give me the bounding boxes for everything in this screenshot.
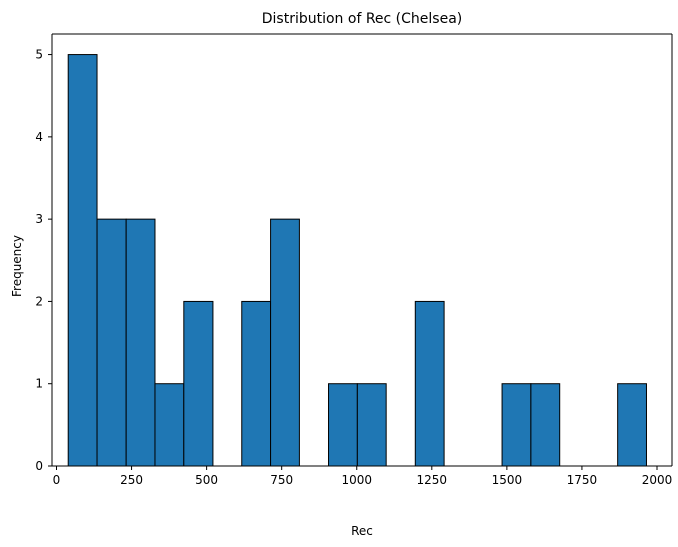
- chart-title: Distribution of Rec (Chelsea): [262, 11, 463, 27]
- y-tick-label: 1: [35, 377, 43, 391]
- bars-group: [67, 54, 647, 467]
- histogram-bar: [501, 383, 532, 467]
- histogram-bar: [183, 300, 214, 467]
- histogram-bar: [270, 218, 300, 467]
- plot-area: [52, 34, 672, 467]
- histogram-bar: [125, 218, 156, 467]
- x-tick-label: 1750: [567, 473, 598, 487]
- x-tick-label: 1000: [341, 473, 372, 487]
- y-tick-label: 5: [35, 48, 43, 62]
- x-tick-label: 1500: [492, 473, 523, 487]
- x-tick-label: 750: [270, 473, 293, 487]
- x-tick-label: 1250: [417, 473, 448, 487]
- histogram-bar: [241, 300, 272, 467]
- histogram-bar: [617, 383, 647, 467]
- histogram-bar: [356, 383, 387, 467]
- y-axis-label: Frequency: [10, 235, 24, 297]
- histogram-bar: [67, 54, 98, 467]
- histogram-bar: [96, 218, 127, 467]
- y-tick-label: 0: [35, 459, 43, 473]
- histogram-bar: [154, 383, 185, 467]
- y-tick-label: 2: [35, 294, 43, 308]
- histogram-bar: [328, 383, 358, 467]
- histogram-bar: [530, 383, 561, 467]
- histogram-bar: [414, 300, 445, 467]
- x-tick-label: 500: [195, 473, 218, 487]
- x-tick-label: 250: [120, 473, 143, 487]
- x-tick-label: 2000: [642, 473, 673, 487]
- x-tick-label: 0: [53, 473, 61, 487]
- y-axis-ticks: 0 1 2 3 4 5: [35, 48, 52, 473]
- y-tick-label: 3: [35, 212, 43, 226]
- x-axis-ticks: 0 250 500 750 1000 1250 1500 1750 2000: [53, 466, 673, 487]
- axes-frame: [51, 33, 673, 467]
- x-axis-label: Rec: [351, 524, 373, 538]
- y-tick-label: 4: [35, 130, 43, 144]
